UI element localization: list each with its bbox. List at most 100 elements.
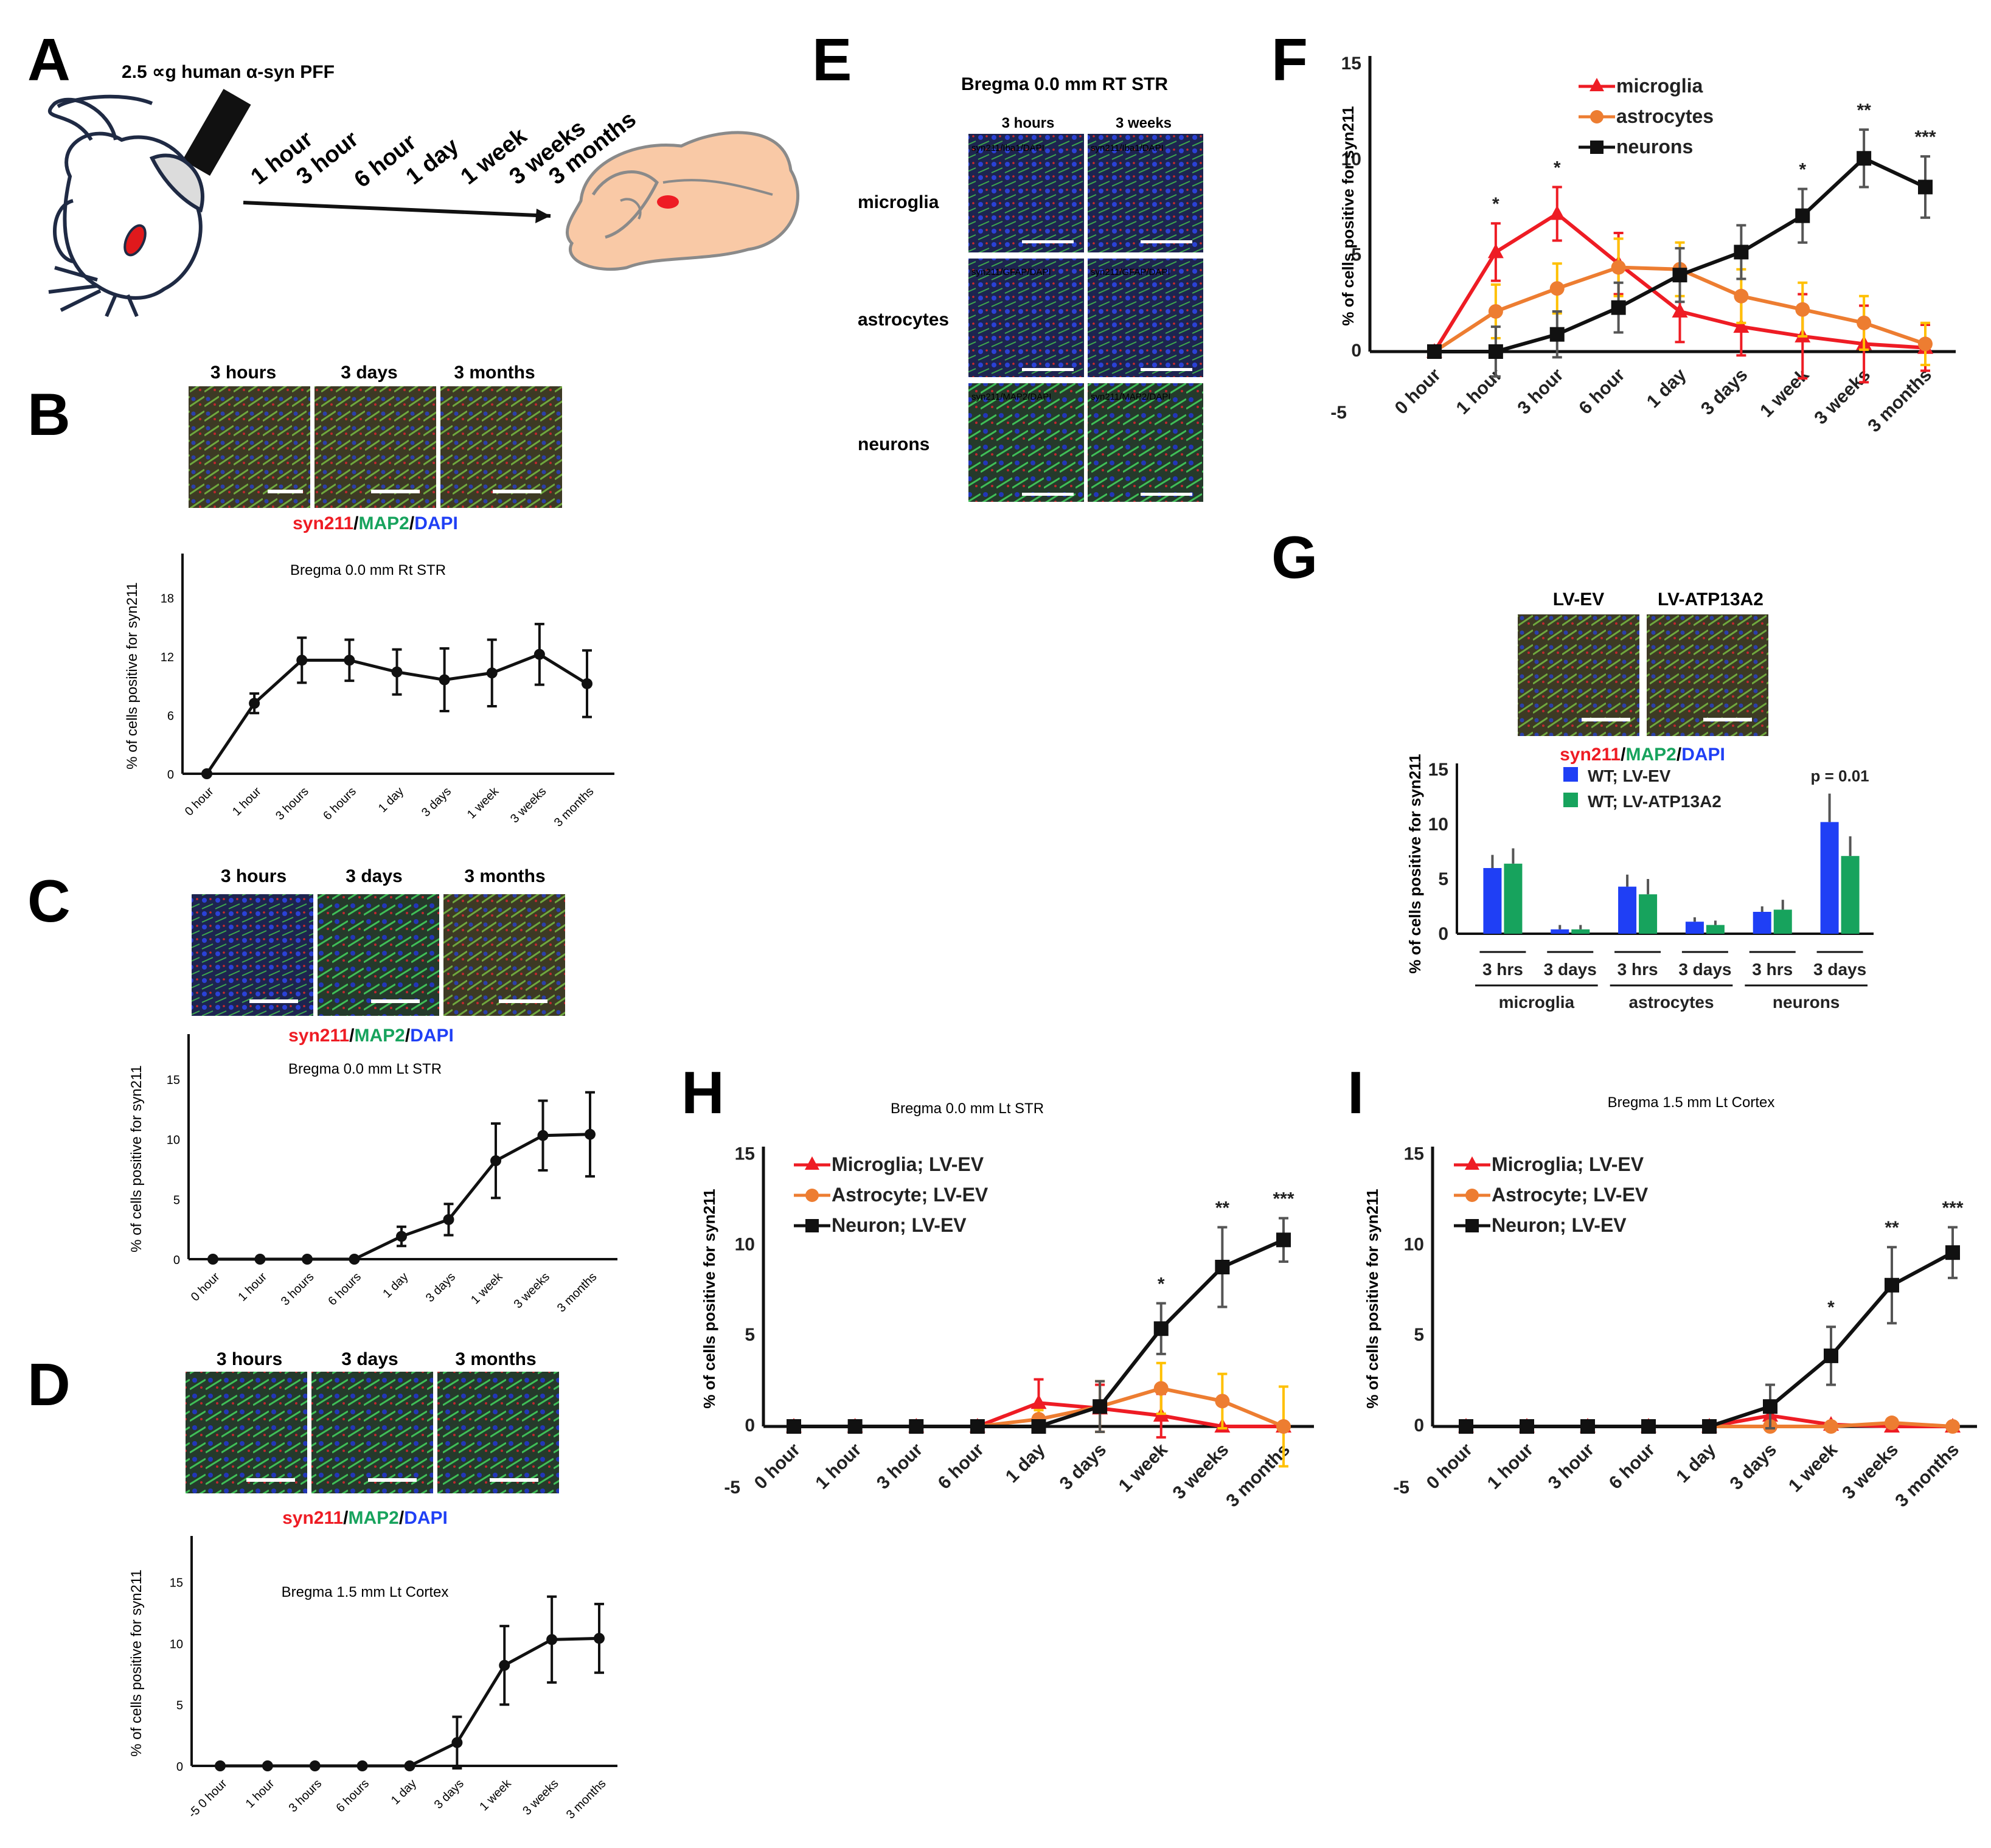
data-point <box>1857 315 1872 330</box>
y-tick-label: 5 <box>1438 869 1448 889</box>
brain-icon <box>566 131 800 271</box>
x-tick-label: 3 hours <box>273 785 311 823</box>
data-point <box>585 1128 596 1140</box>
panel-b-micrographs: 3 hours 3 days 3 months syn211/MAP2/DAPI <box>189 363 562 533</box>
data-point <box>1918 336 1933 352</box>
series-line <box>1466 1251 1954 1428</box>
x-tick-label: 3 months <box>555 1270 600 1315</box>
x-tick-label: 1 day <box>1643 364 1690 412</box>
panel-label-h: H <box>681 1059 724 1126</box>
y-axis-label: % of cells positive for syn211 <box>124 582 141 769</box>
data-point <box>594 1633 605 1644</box>
panel-c-micrographs: 3 hours 3 days 3 months syn211/MAP2/DAPI <box>192 866 565 1046</box>
e-img-2 <box>1088 134 1203 252</box>
y-tick-label: 15 <box>735 1144 755 1164</box>
bar <box>1504 863 1523 934</box>
chart-title: Bregma 1.5 mm Lt Cortex <box>1608 1094 1775 1111</box>
d-img-2 <box>311 1372 433 1493</box>
data-point <box>344 655 355 666</box>
legend-marker <box>1590 78 1604 91</box>
data-point <box>1824 1348 1838 1363</box>
e-stain-4: syn211/GFAP/DAPI <box>1091 267 1170 277</box>
b-img-2 <box>314 386 436 508</box>
legend-swatch <box>1563 793 1578 807</box>
significance-mark: * <box>1827 1297 1835 1318</box>
chart-title: Bregma 0.0 mm Rt STR <box>290 562 446 578</box>
bar <box>1820 822 1839 934</box>
chart-title: Bregma 1.5 mm Lt Cortex <box>282 1584 449 1600</box>
y-tick-label: 15 <box>1341 54 1361 74</box>
data-point <box>1733 318 1750 333</box>
group-label: astrocytes <box>1628 993 1714 1012</box>
x-tick-label: 3 weeks <box>520 1777 561 1818</box>
chart-b: 0 6 12 18 % of cells positive for syn211 Breg… <box>124 554 614 830</box>
data-point <box>302 1254 313 1265</box>
bar <box>1571 929 1590 934</box>
x-tick-label: 1 week <box>468 1270 506 1307</box>
series-line <box>220 1636 600 1768</box>
d-header-3: 3 months <box>455 1349 536 1369</box>
y-tick-label: 0 <box>1438 924 1448 944</box>
data-point <box>1885 1416 1899 1431</box>
data-point <box>254 1254 266 1265</box>
legend-label: Microglia; LV-EV <box>832 1153 984 1175</box>
g-header-1: LV-EV <box>1553 589 1604 610</box>
data-point <box>533 648 545 660</box>
data-point <box>309 1760 321 1771</box>
x-tick-label: 6 hours <box>333 1777 372 1815</box>
chart-d: 0 5 10 15 % of cells positive for syn211 Breg… <box>128 1536 617 1822</box>
x-tick-label: 3 days <box>423 1270 458 1305</box>
x-tick-label: 3 hour <box>1545 1439 1598 1493</box>
group-label: neurons <box>1773 993 1840 1012</box>
x-tick-label: 3 days <box>1726 1440 1781 1494</box>
panel-a-schematic: 2.5 ∝g human α-syn PFF 1 hour 3 hour 6 h… <box>48 62 800 318</box>
x-tick-label: 6 hours <box>321 785 359 823</box>
e-stain-2: syn211/Iba1/DAPI <box>1091 143 1164 153</box>
data-point <box>1030 1394 1047 1409</box>
y-tick-label: 0 <box>173 1254 180 1267</box>
c-header-3: 3 months <box>464 866 545 886</box>
legend-label: Neuron; LV-EV <box>1492 1214 1627 1236</box>
b-img-1 <box>189 386 310 508</box>
data-point <box>1153 1321 1169 1336</box>
g-header-2: LV-ATP13A2 <box>1658 589 1763 610</box>
g-img-2 <box>1647 614 1768 736</box>
e-row-1: microglia <box>858 192 939 212</box>
x-tick-label: 1 day <box>389 1777 419 1807</box>
data-point <box>391 666 403 678</box>
x-tick-label: 1 hour <box>230 785 264 819</box>
panel-label-f: F <box>1271 26 1308 93</box>
x-tick-label: 0 hour <box>189 1270 223 1304</box>
y-tick-label: 5 <box>1351 245 1361 265</box>
g-img-1 <box>1518 614 1639 736</box>
x-tick-label: 3 weeks <box>512 1270 552 1311</box>
b-header-3: 3 months <box>454 363 535 383</box>
x-tick-label: 1 hour <box>235 1270 269 1304</box>
y-tick-label: 10 <box>735 1234 755 1254</box>
x-tick-label: 3 months <box>564 1777 609 1822</box>
panel-label-b: B <box>27 381 71 448</box>
x-tick-label: -5 0 hour <box>186 1777 229 1821</box>
data-point <box>396 1231 407 1242</box>
data-point <box>1611 300 1626 315</box>
d-header-2: 3 days <box>341 1349 398 1369</box>
e-row-2: astrocytes <box>858 310 949 330</box>
data-point <box>1885 1277 1899 1293</box>
x-tick-label: 3 days <box>1056 1440 1110 1494</box>
panel-label-i: I <box>1347 1059 1364 1126</box>
x-tick-label: 1 hour <box>1453 364 1506 418</box>
chart-g: 0 5 10 15% of cells positive for syn211 3 hr… <box>1406 754 1874 1012</box>
c-img-2 <box>318 894 439 1016</box>
y-tick-label: 0 <box>745 1416 755 1436</box>
legend-marker <box>1590 110 1604 123</box>
data-point <box>201 768 212 779</box>
significance-mark: ** <box>1215 1198 1230 1218</box>
sub-label: 3 days <box>1544 960 1597 979</box>
x-tick-label: 3 months <box>1891 1440 1963 1512</box>
data-point <box>296 655 308 666</box>
panel-label-a: A <box>27 26 71 93</box>
x-tick-label: 3 hour <box>873 1439 926 1493</box>
y-axis-label: % of cells positive for syn211 <box>128 1065 145 1252</box>
mouse-icon <box>48 94 204 318</box>
